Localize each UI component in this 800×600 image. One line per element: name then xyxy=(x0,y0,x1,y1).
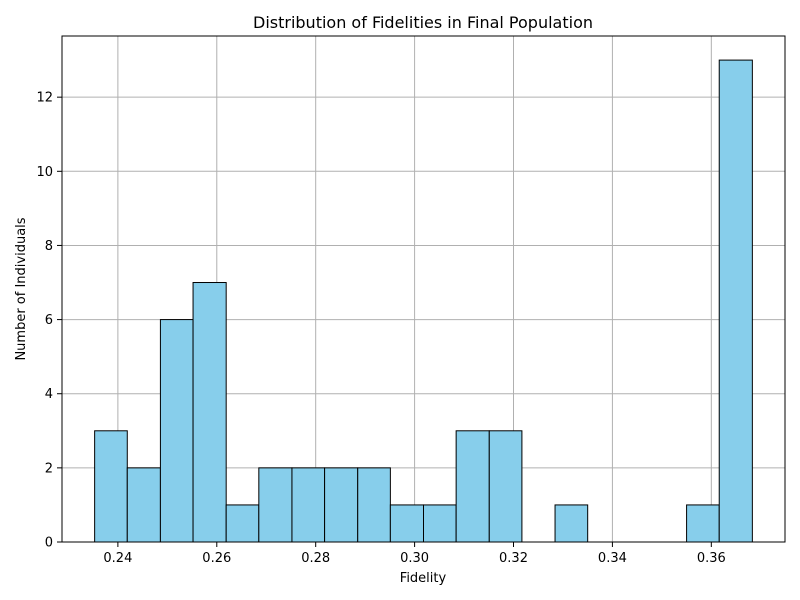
histogram-bar xyxy=(389,504,424,543)
histogram-bar xyxy=(126,467,161,543)
histogram-bar xyxy=(718,59,753,543)
histogram-bar xyxy=(159,319,194,543)
histogram-bar xyxy=(423,504,457,543)
histogram-bar xyxy=(357,467,391,543)
y-tick-label: 10 xyxy=(36,165,53,180)
y-tick-label: 8 xyxy=(45,239,53,254)
chart-title: Distribution of Fidelities in Final Popu… xyxy=(253,13,593,32)
plot-frame xyxy=(61,35,786,543)
histogram-bar xyxy=(225,504,260,543)
bars-group xyxy=(94,59,753,543)
x-tick-label: 0.26 xyxy=(202,551,231,566)
histogram-bar xyxy=(94,430,128,543)
x-axis-label: Fidelity xyxy=(400,571,447,586)
y-tick-label: 12 xyxy=(36,91,53,106)
x-axis-ticks: 0.24 0.26 0.28 0.30 0.32 0.34 0.36 xyxy=(103,542,726,566)
y-axis-label: Number of Individuals xyxy=(14,217,29,360)
histogram-bar xyxy=(192,282,227,543)
x-tick-label: 0.24 xyxy=(103,551,132,566)
y-tick-label: 2 xyxy=(45,461,53,476)
x-tick-label: 0.28 xyxy=(301,551,330,566)
y-axis-ticks: 0 2 4 6 8 10 12 xyxy=(36,91,62,551)
y-tick-label: 0 xyxy=(45,536,53,551)
histogram-bar xyxy=(686,504,720,543)
histogram-bar xyxy=(455,430,490,543)
histogram-bar xyxy=(488,430,523,543)
histogram-bar xyxy=(291,467,326,543)
histogram-bar xyxy=(554,504,589,543)
x-tick-label: 0.32 xyxy=(499,551,528,566)
x-tick-label: 0.30 xyxy=(400,551,429,566)
histogram-bar xyxy=(258,467,293,543)
x-tick-label: 0.36 xyxy=(697,551,726,566)
histogram-bar xyxy=(324,467,359,543)
y-tick-label: 6 xyxy=(45,313,53,328)
x-tick-label: 0.34 xyxy=(598,551,627,566)
y-tick-label: 4 xyxy=(45,387,53,402)
